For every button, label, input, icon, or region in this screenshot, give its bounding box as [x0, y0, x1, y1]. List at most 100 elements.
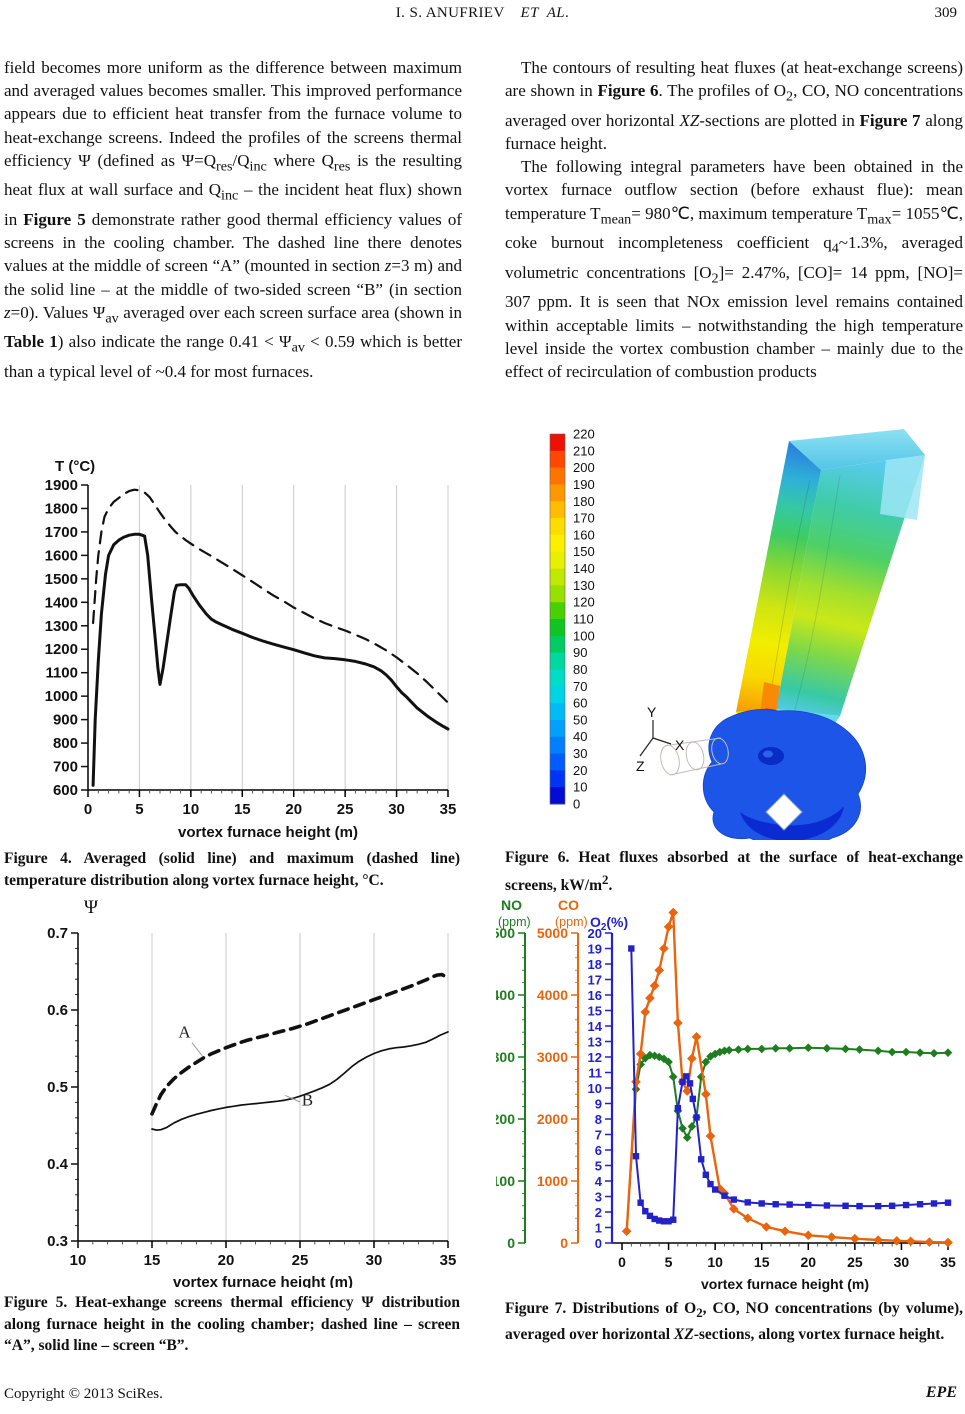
- figure7-concentrations-chart: 0 5 10 15 20 25 30 35 vortex furnace height (m) 0…: [492, 892, 965, 1301]
- svg-text:210: 210: [573, 443, 595, 458]
- svg-text:9: 9: [595, 1097, 602, 1112]
- figure6-caption: Figure 6. Heat fluxes absorbed at the su…: [505, 849, 963, 894]
- figure4-temperature-chart: 0 5 10 15 20 25 30 35 vortex furnace height (m) 6…: [28, 454, 458, 851]
- svg-text:140: 140: [573, 561, 595, 576]
- furnace-3d-rendering: 2202102001901801701601501401301201101009…: [549, 427, 925, 848]
- figure7-caption: Figure 7. Distributions of O2, CO, NO co…: [505, 1300, 963, 1343]
- svg-text:6: 6: [595, 1143, 602, 1158]
- svg-text:0.7: 0.7: [47, 925, 68, 942]
- svg-text:Z: Z: [636, 758, 645, 774]
- svg-text:120: 120: [573, 595, 595, 610]
- svg-text:X: X: [675, 737, 685, 753]
- svg-text:600: 600: [53, 782, 78, 799]
- svg-text:0: 0: [507, 1235, 515, 1251]
- svg-text:(ppm): (ppm): [555, 915, 588, 929]
- svg-text:190: 190: [573, 477, 595, 492]
- svg-text:90: 90: [573, 645, 587, 660]
- svg-text:100: 100: [496, 1173, 515, 1189]
- svg-text:20: 20: [588, 926, 602, 941]
- svg-text:13: 13: [588, 1035, 602, 1050]
- svg-text:400: 400: [496, 987, 515, 1003]
- svg-text:10: 10: [588, 1081, 602, 1096]
- svg-text:30: 30: [388, 801, 405, 818]
- svg-text:10: 10: [573, 780, 587, 795]
- svg-text:3000: 3000: [537, 1049, 568, 1065]
- svg-text:25: 25: [847, 1254, 863, 1270]
- hot-zone: [760, 682, 780, 716]
- svg-text:vortex furnace height (m): vortex furnace height (m): [701, 1276, 869, 1292]
- body-paragraph: The following integral parameters have b…: [505, 157, 964, 381]
- svg-text:Ψ: Ψ: [84, 897, 98, 918]
- svg-text:15: 15: [234, 801, 251, 818]
- svg-text:A: A: [178, 1022, 191, 1041]
- svg-text:1000: 1000: [45, 688, 78, 705]
- left-column: field becomes more uniform as the differ…: [4, 56, 462, 383]
- figure4-caption: Figure 4. Averaged (solid line) and maxi…: [4, 850, 460, 889]
- svg-text:50: 50: [573, 712, 587, 727]
- svg-text:1400: 1400: [45, 594, 78, 611]
- svg-text:1500: 1500: [45, 571, 78, 588]
- svg-text:8: 8: [595, 1112, 602, 1127]
- svg-text:300: 300: [496, 1049, 515, 1065]
- svg-text:2: 2: [595, 1205, 602, 1220]
- right-column: The contours of resulting heat fluxes (a…: [505, 56, 963, 383]
- svg-text:5: 5: [135, 801, 143, 818]
- svg-text:T (°C): T (°C): [55, 458, 95, 475]
- svg-text:25: 25: [337, 801, 354, 818]
- svg-text:15: 15: [754, 1254, 770, 1270]
- axis-triad-labels: Y X Z: [636, 704, 685, 774]
- svg-text:vortex furnace height (m): vortex furnace height (m): [173, 1274, 353, 1288]
- svg-text:5: 5: [595, 1159, 602, 1174]
- svg-text:16: 16: [588, 988, 602, 1003]
- furnace-right-face: [776, 455, 925, 716]
- svg-text:0.6: 0.6: [47, 1002, 68, 1019]
- svg-text:15: 15: [588, 1004, 602, 1019]
- svg-text:1900: 1900: [45, 477, 78, 494]
- svg-text:700: 700: [53, 759, 78, 776]
- svg-text:900: 900: [53, 712, 78, 729]
- svg-text:O2(%): O2(%): [590, 914, 628, 933]
- svg-text:35: 35: [940, 1254, 956, 1270]
- svg-text:CO: CO: [558, 897, 579, 913]
- svg-text:5: 5: [665, 1254, 673, 1270]
- svg-text:15: 15: [144, 1252, 161, 1269]
- svg-text:2000: 2000: [537, 1111, 568, 1127]
- vortex-chamber-bottom: [740, 806, 844, 841]
- journal-abbreviation: EPE: [925, 1384, 957, 1401]
- svg-text:100: 100: [573, 628, 595, 643]
- svg-text:(ppm): (ppm): [498, 915, 531, 929]
- svg-text:5000: 5000: [537, 925, 568, 941]
- svg-text:Y: Y: [647, 704, 657, 720]
- svg-text:10: 10: [707, 1254, 723, 1270]
- svg-text:12: 12: [588, 1050, 602, 1065]
- furnace-left-face: [736, 441, 821, 712]
- svg-text:11: 11: [588, 1066, 602, 1081]
- svg-text:1300: 1300: [45, 618, 78, 635]
- svg-text:800: 800: [53, 735, 78, 752]
- svg-text:25: 25: [292, 1252, 309, 1269]
- svg-text:0: 0: [595, 1236, 602, 1251]
- svg-text:1600: 1600: [45, 547, 78, 564]
- svg-text:70: 70: [573, 679, 587, 694]
- figure5-caption: Figure 5. Heat-exhange screens thermal e…: [4, 1294, 460, 1354]
- svg-text:1800: 1800: [45, 500, 78, 517]
- figure6-heatflux-rendering: 220 210 200 190 180 170 160 150 140 130 120 110 100 9…: [540, 420, 964, 848]
- svg-text:180: 180: [573, 494, 595, 509]
- svg-text:vortex furnace height (m): vortex furnace height (m): [178, 824, 358, 841]
- svg-text:20: 20: [573, 763, 587, 778]
- svg-text:18: 18: [588, 957, 602, 972]
- svg-text:7: 7: [595, 1128, 602, 1143]
- svg-text:170: 170: [573, 511, 595, 526]
- svg-text:200: 200: [573, 460, 595, 475]
- figure5-efficiency-chart: 10 15 20 25 30 35 vortex furnace height (m) 0.3…: [28, 894, 458, 1293]
- svg-text:40: 40: [573, 729, 587, 744]
- svg-text:1100: 1100: [45, 665, 78, 682]
- svg-text:14: 14: [588, 1019, 603, 1034]
- svg-text:30: 30: [894, 1254, 910, 1270]
- burner-wireframe: [660, 737, 729, 776]
- body-paragraph: The contours of resulting heat fluxes (a…: [505, 58, 963, 153]
- svg-text:0: 0: [84, 801, 92, 818]
- colorbar: 2202102001901801701601501401301201101009…: [549, 427, 595, 812]
- svg-text:20: 20: [800, 1254, 816, 1270]
- furnace-step-face: [880, 455, 925, 520]
